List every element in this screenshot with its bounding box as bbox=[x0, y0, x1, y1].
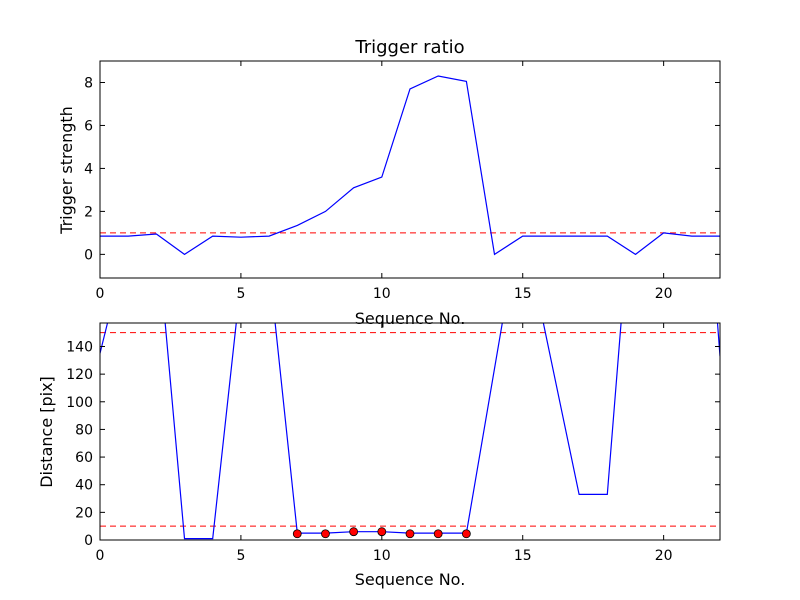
bottom-markers bbox=[292, 527, 471, 539]
top-chart-title: Trigger ratio bbox=[354, 37, 464, 58]
top-plot-area bbox=[100, 75, 720, 256]
bottom-marker-point bbox=[321, 529, 330, 539]
top-series-line-0 bbox=[100, 75, 720, 256]
bottom-marker-point bbox=[349, 527, 359, 537]
bottom-y-tick-label: 120 bbox=[66, 367, 93, 383]
top-y-tick-label: 4 bbox=[84, 161, 93, 177]
top-y-tick-label: 6 bbox=[84, 118, 93, 134]
bottom-marker-point bbox=[405, 529, 415, 539]
bottom-y-tick-label: 140 bbox=[66, 339, 93, 355]
bottom-x-axis: 0 5 10 15 20 bbox=[96, 323, 673, 564]
top-x-tick-label: 10 bbox=[373, 286, 391, 302]
bottom-x-tick-label: 0 bbox=[96, 548, 105, 564]
top-x-axis-label: Sequence No. bbox=[355, 309, 466, 328]
bottom-y-tick-label: 60 bbox=[75, 450, 93, 466]
bottom-y-axis: 0 20 40 60 80 100 120 140 bbox=[66, 339, 720, 549]
top-axes-frame bbox=[99, 60, 721, 279]
bottom-y-tick-label: 80 bbox=[75, 422, 93, 438]
top-y-tick-label: 0 bbox=[84, 247, 93, 263]
bottom-marker-point bbox=[433, 529, 443, 539]
top-y-tick-label: 8 bbox=[84, 75, 93, 91]
bottom-axes-frame bbox=[99, 322, 721, 541]
bottom-y-tick-label: 40 bbox=[75, 478, 93, 494]
bottom-x-tick-label: 15 bbox=[514, 548, 532, 564]
bottom-x-tick-label: 5 bbox=[236, 548, 245, 564]
bottom-y-tick-label: 20 bbox=[75, 505, 93, 521]
top-x-tick-label: 0 bbox=[96, 286, 105, 302]
top-x-tick-label: 20 bbox=[655, 286, 673, 302]
bottom-y-tick-label: 100 bbox=[66, 395, 93, 411]
bottom-marker-point bbox=[377, 527, 387, 537]
bottom-marker-point bbox=[461, 529, 471, 539]
top-y-tick-label: 2 bbox=[84, 204, 93, 220]
bottom-x-axis-label: Sequence No. bbox=[355, 570, 466, 589]
bottom-x-tick-label: 10 bbox=[373, 548, 391, 564]
top-x-tick-label: 15 bbox=[514, 286, 532, 302]
top-y-axis-label: Trigger strength bbox=[57, 106, 76, 235]
bottom-y-tick-label: 0 bbox=[84, 533, 93, 549]
bottom-x-tick-label: 20 bbox=[655, 548, 673, 564]
top-y-axis: 0 2 4 6 8 bbox=[84, 75, 720, 263]
bottom-marker-point bbox=[292, 529, 302, 539]
bottom-subplot: 0 5 10 15 20 0 20 40 60 80 100 120 140 Sequence No.… bbox=[37, 322, 721, 589]
top-x-axis: 0 5 10 15 20 bbox=[96, 61, 673, 302]
top-x-tick-label: 5 bbox=[236, 286, 245, 302]
bottom-y-axis-label: Distance [pix] bbox=[37, 376, 56, 488]
